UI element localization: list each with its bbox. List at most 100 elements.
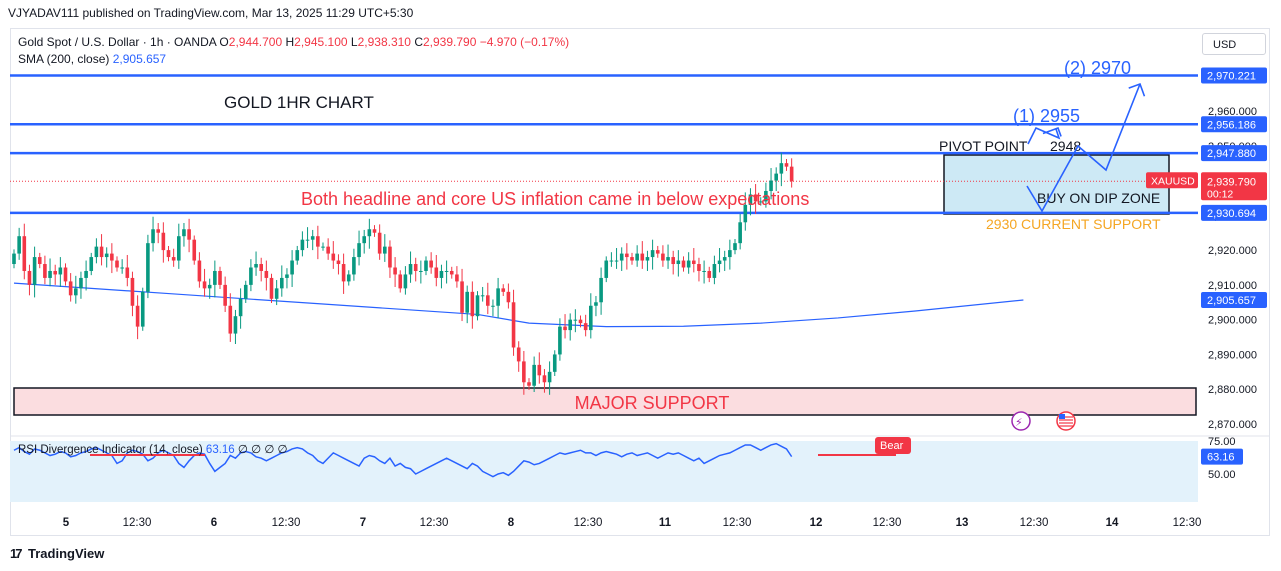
lightning-icon — [1011, 411, 1031, 431]
candle-body — [630, 257, 634, 261]
time-tick-label: 5 — [63, 517, 70, 529]
currency-button[interactable]: USD — [1202, 33, 1266, 55]
candle-body — [511, 302, 516, 348]
time-tick-label: 12:30 — [574, 517, 603, 529]
candle-body — [115, 260, 119, 268]
candle-body — [228, 305, 233, 334]
candle-body — [573, 319, 578, 321]
candle-body — [182, 229, 186, 237]
candle-body — [475, 295, 480, 317]
candle-body — [676, 260, 681, 265]
rsi-legend[interactable]: RSI Divergence Indicator (14, close) 63.… — [18, 442, 288, 456]
candle-body — [496, 288, 500, 306]
candle-body — [336, 260, 341, 265]
target-2-label: (2) 2970 — [1064, 58, 1131, 78]
candle-body — [655, 250, 660, 254]
legend-high: 2,945.100 — [294, 35, 348, 49]
chart-title-annotation: GOLD 1HR CHART — [224, 93, 374, 112]
tradingview-logo-icon: 17 — [10, 546, 22, 561]
last-price-tag-text: 2,939.790 — [1207, 176, 1256, 188]
headline-annotation: Both headline and core US inflation came… — [301, 189, 809, 209]
candle-body — [94, 246, 99, 258]
candle-body — [779, 163, 784, 174]
candle-body — [635, 253, 639, 261]
pivot-point-label: PIVOT POINT — [939, 138, 1028, 154]
candle-body — [17, 236, 21, 254]
level-price-tag-text: 2,956.186 — [1207, 119, 1256, 131]
candle-body — [424, 260, 428, 271]
candle-body — [130, 277, 135, 306]
price-tick-label: 2,900.000 — [1208, 315, 1257, 327]
last-price-tag — [1201, 172, 1267, 201]
bear-tag — [875, 437, 911, 454]
time-tick-label: 12:30 — [272, 517, 301, 529]
candle-body — [177, 236, 181, 261]
candle-body — [434, 267, 439, 278]
time-tick-label: 7 — [360, 517, 366, 529]
sma-legend[interactable]: SMA (200, close) 2,905.657 — [18, 52, 166, 66]
price-tick-label: 2,910.000 — [1208, 280, 1257, 292]
candle-body — [413, 264, 418, 271]
projection-path-1 — [1027, 126, 1061, 145]
sma-label: SMA (200, close) — [18, 52, 110, 66]
candle-body — [383, 246, 387, 254]
candle-body — [238, 298, 243, 317]
candle-body — [393, 267, 397, 275]
symbol-legend[interactable]: Gold Spot / U.S. Dollar · 1h · OANDA O2,… — [18, 35, 569, 49]
candle-body — [614, 260, 619, 262]
countdown-text: 00:12 — [1207, 188, 1233, 200]
candle-body — [37, 257, 42, 265]
candle-body — [264, 270, 269, 278]
level-price-tag — [1201, 145, 1267, 162]
major-support-box — [13, 387, 1197, 416]
publisher-line: VJYADAV111 published on TradingView.com,… — [8, 6, 414, 20]
price-tick-label: 2,960.000 — [1208, 106, 1257, 118]
candle-body — [192, 239, 197, 261]
candle-body — [707, 270, 712, 278]
candle-body — [161, 232, 166, 251]
candle-body — [280, 277, 284, 289]
candle-body — [506, 291, 511, 303]
candle-body — [753, 194, 758, 202]
candle-body — [403, 274, 408, 289]
candle-body — [243, 284, 248, 299]
candle-body — [321, 246, 325, 248]
candle-body — [58, 267, 63, 275]
time-tick-label: 13 — [956, 517, 969, 529]
price-tick-label: 2,870.000 — [1208, 419, 1257, 431]
level-price-tag — [1201, 67, 1267, 84]
rsi-last-tag-text: 63.16 — [1207, 452, 1235, 464]
level-price-tag-text: 2,970.221 — [1207, 70, 1256, 82]
candle-body — [74, 288, 78, 296]
candle-body — [367, 229, 372, 237]
candle-body — [310, 236, 315, 240]
candle-body — [223, 284, 227, 306]
candle-body — [501, 288, 506, 292]
candle-body — [269, 277, 274, 299]
sma-price-tag-text: 2,905.657 — [1207, 295, 1256, 307]
candle-body — [326, 246, 330, 254]
pivot-value-label: 2948 — [1050, 138, 1081, 154]
candle-body — [290, 260, 294, 275]
time-tick-label: 12:30 — [873, 517, 902, 529]
candle-body — [43, 264, 47, 278]
candle-body — [151, 229, 155, 244]
candle-body — [79, 277, 83, 289]
candle-body — [99, 246, 104, 258]
chart-frame — [10, 28, 1270, 536]
time-tick-label: 12:30 — [723, 517, 752, 529]
candle-body — [300, 239, 305, 251]
tradingview-logo[interactable]: 17 TradingView — [10, 546, 104, 561]
rsi-tick-label: 75.00 — [1208, 436, 1236, 448]
candle-body — [32, 257, 37, 285]
candle-body — [22, 236, 27, 271]
candle-body — [455, 274, 459, 282]
legend-symbol: Gold Spot / U.S. Dollar · 1h · OANDA — [18, 35, 217, 49]
rsi-last-tag — [1201, 448, 1243, 465]
candle-body — [537, 364, 542, 376]
sma-value: 2,905.657 — [112, 52, 167, 66]
candle-body — [460, 281, 464, 313]
candle-body — [666, 257, 670, 261]
candle-body — [166, 250, 171, 258]
